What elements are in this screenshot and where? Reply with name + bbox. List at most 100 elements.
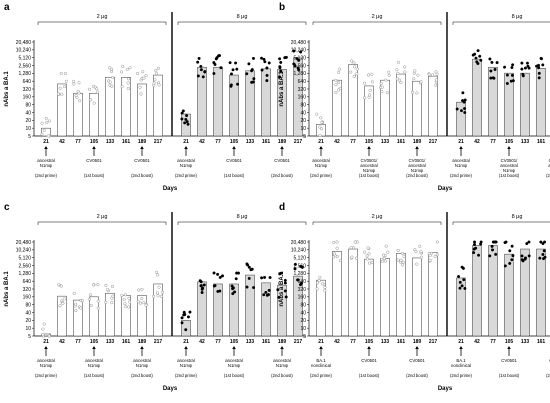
dose-annotation: ancestral bbox=[177, 158, 194, 163]
data-point bbox=[334, 83, 338, 87]
data-point bbox=[510, 244, 514, 248]
data-point bbox=[349, 246, 353, 250]
x-tick-label: 217 bbox=[154, 139, 163, 145]
data-point bbox=[185, 120, 189, 124]
data-point bbox=[395, 68, 399, 72]
data-point bbox=[124, 305, 128, 309]
y-tick-label: 2,560 bbox=[18, 263, 31, 269]
data-point bbox=[62, 297, 66, 301]
data-point bbox=[476, 62, 480, 66]
dose-annotation: N1mψ bbox=[180, 363, 192, 368]
data-point bbox=[413, 69, 417, 73]
data-point bbox=[321, 282, 325, 286]
y-tick-label: 160 bbox=[298, 295, 307, 301]
dose-arrowhead bbox=[415, 146, 419, 149]
data-point bbox=[539, 240, 543, 244]
data-point bbox=[427, 72, 431, 76]
data-point bbox=[41, 333, 45, 337]
data-point bbox=[153, 78, 157, 82]
y-tick-label: 20 bbox=[25, 118, 31, 124]
data-point bbox=[370, 80, 374, 84]
bar-2µg-133 bbox=[380, 79, 390, 137]
x-tick-label: 21 bbox=[458, 339, 464, 345]
data-point bbox=[156, 273, 160, 277]
data-point bbox=[435, 253, 439, 257]
x-tick-label: 42 bbox=[474, 139, 480, 145]
dose-annotation: (1st boost) bbox=[84, 173, 105, 178]
data-point bbox=[315, 287, 319, 291]
data-point bbox=[284, 295, 288, 299]
data-point bbox=[104, 283, 108, 287]
data-point bbox=[264, 290, 268, 294]
y-axis-title: nAbs a BA.1 bbox=[4, 271, 10, 307]
data-point bbox=[154, 69, 158, 73]
data-point bbox=[236, 271, 240, 275]
dose-annotation: (2nd prime) bbox=[450, 173, 473, 178]
bar-2µg-217 bbox=[153, 283, 163, 337]
data-point bbox=[263, 60, 267, 64]
data-point bbox=[265, 66, 269, 70]
data-point bbox=[510, 66, 514, 70]
x-tick-label: 161 bbox=[397, 139, 406, 145]
data-point bbox=[120, 85, 124, 89]
data-point bbox=[350, 59, 354, 63]
data-point bbox=[379, 81, 383, 85]
data-point bbox=[110, 70, 114, 74]
x-tick-label: 161 bbox=[537, 339, 546, 345]
data-point bbox=[366, 246, 370, 250]
data-point bbox=[461, 99, 465, 103]
bar-8µg-161 bbox=[536, 248, 546, 337]
data-point bbox=[260, 56, 264, 60]
data-point bbox=[57, 283, 61, 287]
x-tick-label: 105 bbox=[365, 139, 374, 145]
dose-annotation: (2nd boost) bbox=[406, 373, 428, 378]
data-point bbox=[463, 286, 467, 290]
data-point bbox=[247, 265, 251, 269]
data-point bbox=[537, 66, 541, 70]
data-point bbox=[265, 79, 269, 83]
dose-annotation: (2nd boost) bbox=[406, 173, 428, 178]
data-point bbox=[415, 91, 419, 95]
data-point bbox=[363, 96, 367, 100]
dose-arrowhead bbox=[319, 146, 323, 149]
bar-2µg-105 bbox=[364, 258, 374, 337]
data-point bbox=[126, 81, 130, 85]
data-point bbox=[136, 300, 140, 304]
y-axis-title: nAbs a BA.1 bbox=[4, 71, 10, 107]
bar-2µg-77 bbox=[73, 299, 83, 337]
data-point bbox=[473, 240, 477, 244]
data-point bbox=[201, 75, 205, 79]
y-tick-label: 320 bbox=[23, 87, 32, 93]
data-point bbox=[337, 71, 341, 75]
bar-8µg-161 bbox=[261, 282, 271, 337]
panel-label: d bbox=[279, 202, 285, 213]
y-tick-label: 5,120 bbox=[18, 55, 31, 61]
bar-2µg-77 bbox=[73, 92, 83, 137]
bar-2µg-133 bbox=[380, 258, 390, 337]
data-point bbox=[199, 68, 203, 72]
y-tick-label: 20 bbox=[300, 118, 306, 124]
data-point bbox=[396, 71, 400, 75]
data-point bbox=[299, 50, 303, 54]
dose-arrowhead bbox=[459, 346, 463, 349]
dose-arrowhead bbox=[92, 146, 96, 149]
data-point bbox=[96, 283, 100, 287]
x-tick-label: 77 bbox=[75, 139, 81, 145]
data-point bbox=[476, 49, 480, 53]
dose-annotation: CV0501 bbox=[361, 358, 377, 363]
x-tick-label: 105 bbox=[230, 139, 239, 145]
x-tick-label: 42 bbox=[59, 139, 65, 145]
data-point bbox=[78, 99, 82, 103]
data-point bbox=[156, 66, 160, 70]
dose-annotation: (2nd boost) bbox=[131, 373, 153, 378]
data-point bbox=[247, 276, 251, 280]
y-tick-label: 20,480 bbox=[16, 240, 32, 246]
data-point bbox=[338, 259, 342, 263]
data-point bbox=[127, 77, 131, 81]
x-tick-label: 105 bbox=[365, 339, 374, 345]
data-point bbox=[213, 284, 217, 288]
dose-annotation: N1mψ bbox=[40, 363, 52, 368]
data-point bbox=[111, 75, 115, 79]
